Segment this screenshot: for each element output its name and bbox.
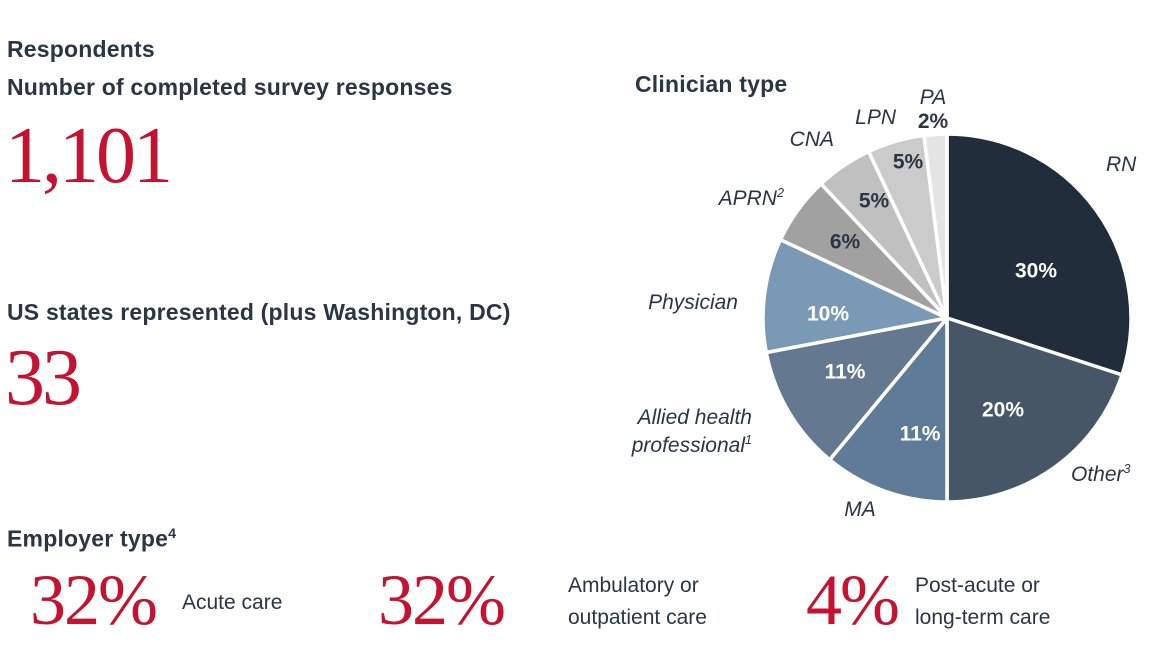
pie-pct-label-allied-health-professional: 11% [825,361,866,384]
pie-category-label-allied-health-professional: Allied health professional1 [632,407,752,457]
pie-pct-label-cna: 5% [859,190,890,213]
employer-type-heading: Employer type4 [7,521,176,552]
stat-label-line: Post-acute or [915,574,1040,597]
stat-ambulatory-value: 32% [378,560,506,640]
stat-label-line: long-term care [915,606,1051,629]
employer-type-heading-text: Employer type [7,525,169,552]
pie-slice-other [945,316,1124,504]
pie-pct-label-aprn: 6% [830,231,861,254]
pie-label-line: LPN [855,106,896,129]
employer-type-footnote-marker: 4 [168,526,177,542]
pie-pct-label-other: 20% [982,399,1024,422]
footnote-marker: 3 [1123,462,1131,476]
footnote-marker: 1 [744,433,752,447]
footnote-marker: 2 [776,186,784,200]
pie-label-line: professional1 [631,433,752,457]
pie-label-line: Other3 [1071,462,1131,486]
pie-pct-label-ma: 11% [900,423,941,446]
page-title: Respondents [7,36,155,62]
pie-category-label-aprn: APRN2 [719,182,784,210]
pie-pct-label-physician: 10% [807,303,849,326]
stat-label-line: outpatient care [568,606,707,629]
pie-slice-rn [945,132,1133,377]
pie-slice-pa [922,132,949,320]
pie-pct-label-lpn: 5% [893,151,924,174]
pie-slice-physician [761,237,949,355]
pie-label-line: APRN2 [718,186,784,210]
pie-category-label-pa: PA 2% [918,87,948,133]
pie-label-line: Physician [648,291,738,314]
chart-title: Clinician type [635,71,788,97]
pie-category-label-lpn: LPN [855,107,896,129]
pie-pct-label-rn: 30% [1015,260,1057,283]
stat-ambulatory-label: Ambulatory or outpatient care [568,570,707,634]
pie-label-line: Allied health [637,406,752,429]
responses-count-label: Number of completed survey responses [7,74,453,100]
pie-slice-allied-health-professional [764,316,949,462]
pie-category-label-rn: RN [1106,154,1136,176]
stat-acute-care-label: Acute care [182,591,282,615]
pie-label-line: PA [919,86,947,109]
pie-slice-ma [827,316,949,504]
stat-label-line: Acute care [182,591,283,614]
stat-label-line: Ambulatory or [568,574,699,597]
responses-count-value: 1,101 [5,112,173,200]
pie-label-line: RN [1106,153,1137,176]
states-count-label: US states represented (plus Washington, … [7,299,511,325]
pie-label-line: MA [844,498,876,521]
states-count-value: 33 [5,334,82,422]
pie-category-label-ma: MA [844,499,876,521]
pie-category-label-physician: Physician [648,292,738,314]
pie-category-label-cna: CNA [790,129,834,151]
pie-category-label-other: Other3 [1071,458,1131,486]
stat-acute-care-value: 32% [30,560,158,640]
stat-post-acute-value: 4% [806,560,900,640]
pie-label-line: CNA [789,128,834,151]
pie-pct-label-pa: 2% [917,110,949,133]
stat-post-acute-label: Post-acute or long-term care [915,570,1050,634]
